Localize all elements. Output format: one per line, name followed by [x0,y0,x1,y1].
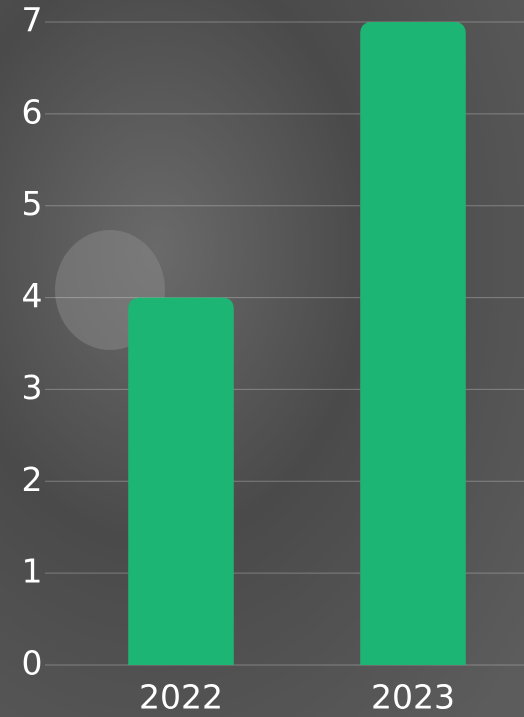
bar [128,297,234,665]
y-tick-label: 2 [22,460,43,499]
y-tick-label: 6 [22,92,43,131]
y-tick-label: 7 [22,1,43,40]
y-tick-label: 3 [22,368,43,407]
x-tick-label: 2023 [371,678,455,717]
y-tick-label: 1 [22,552,43,591]
x-tick-label: 2022 [139,678,223,717]
bar [360,22,466,665]
y-tick-label: 5 [22,184,43,223]
y-tick-label: 0 [22,644,43,683]
y-tick-label: 4 [22,276,43,315]
